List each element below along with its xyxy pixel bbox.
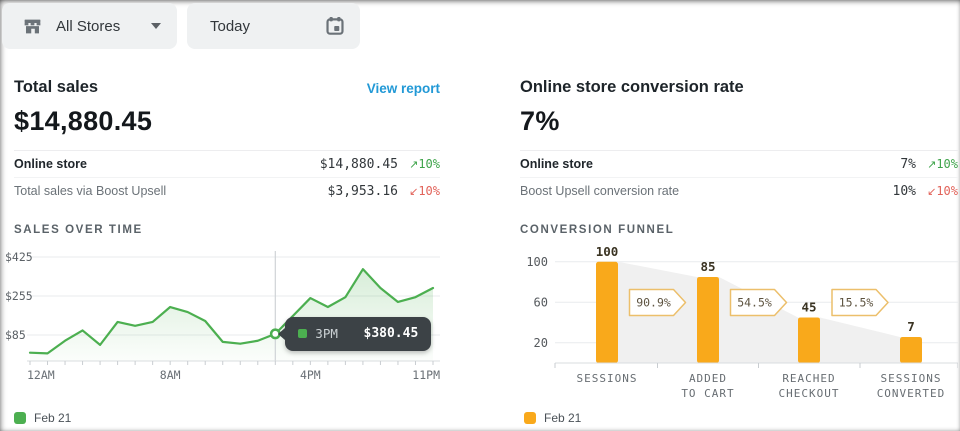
- view-report-link[interactable]: View report: [366, 81, 440, 96]
- conversion-rate-value: 7%: [520, 106, 560, 136]
- card-title: Online store conversion rate: [520, 78, 744, 96]
- metric-row: Total sales via Boost Upsell $3,953.16 ↙10…: [14, 177, 440, 204]
- legend-label: Feb 21: [34, 411, 72, 425]
- x-axis-label: SESSIONS: [577, 372, 638, 385]
- metric-row: Online store 7% ↗10%: [520, 150, 958, 177]
- metric-delta-down: ↙10%: [927, 184, 958, 198]
- metric-delta-down: ↙10%: [409, 184, 440, 198]
- chevron-down-icon: [151, 23, 161, 29]
- funnel-legend: Feb 21: [524, 411, 581, 425]
- x-axis-label: 11PM: [412, 368, 440, 382]
- stage-rate-badge: [628, 288, 687, 317]
- x-axis-label: SESSIONS: [881, 372, 942, 385]
- metric-delta-up: ↗10%: [409, 157, 440, 171]
- conversion-funnel-heading: CONVERSION FUNNEL: [520, 224, 675, 236]
- stage-rate-value: 15.5%: [839, 296, 874, 310]
- date-selector[interactable]: Today: [187, 3, 360, 49]
- x-axis-label: 12AM: [27, 368, 55, 382]
- x-axis-label: REACHED: [782, 372, 835, 385]
- sales-metric-rows: Online store $14,880.45 ↗10% Total sales vi…: [14, 150, 440, 204]
- store-icon: [22, 16, 43, 37]
- bar-value-label: 7: [907, 319, 915, 334]
- x-axis-label: ADDED: [689, 372, 727, 385]
- tooltip-series-swatch: [298, 329, 308, 339]
- sales-line: [28, 268, 435, 355]
- arrow-up-icon: ↗: [409, 158, 419, 171]
- funnel-bar: [697, 276, 719, 363]
- sales-over-time-heading: SALES OVER TIME: [14, 224, 143, 236]
- tooltip-time: 3PM: [315, 326, 338, 342]
- sales-legend: Feb 21: [14, 411, 71, 425]
- stage-rate-value: 90.9%: [636, 296, 671, 310]
- store-selector-label: All Stores: [56, 17, 121, 35]
- conversion-funnel-chart[interactable]: 20 60 100 100 85 45 7 90.9% 54.5% 15.5% SESSIONS AD…: [520, 245, 958, 407]
- y-axis-label: 100: [526, 255, 548, 269]
- y-axis-label: 20: [534, 336, 548, 350]
- funnel-bar: [596, 261, 618, 363]
- metric-value: $3,953.16: [327, 183, 398, 199]
- metric-label: Online store: [14, 157, 87, 171]
- metric-label: Online store: [520, 157, 593, 171]
- store-selector[interactable]: All Stores: [2, 3, 177, 49]
- y-axis-label: $255: [5, 289, 33, 303]
- date-selector-label: Today: [210, 17, 251, 35]
- metric-value: 10%: [892, 183, 916, 199]
- metric-label: Total sales via Boost Upsell: [14, 184, 167, 198]
- y-axis-label: $425: [5, 250, 33, 264]
- tooltip-value: $380.45: [363, 326, 419, 342]
- card-title: Total sales: [14, 78, 99, 96]
- x-axis-label: 8AM: [160, 368, 181, 382]
- x-axis-label: CONVERTED: [877, 387, 946, 400]
- arrow-up-icon: ↗: [927, 158, 937, 171]
- arrow-down-icon: ↙: [927, 185, 937, 198]
- total-sales-value: $14,880.45: [14, 106, 153, 136]
- conversion-metric-rows: Online store 7% ↗10% Boost Upsell conversio…: [520, 150, 958, 204]
- metric-row: Boost Upsell conversion rate 10% ↙10%: [520, 177, 958, 204]
- arrow-down-icon: ↙: [409, 185, 419, 198]
- metric-value: 7%: [900, 156, 916, 172]
- x-axis-label: CHECKOUT: [779, 387, 840, 400]
- legend-label: Feb 21: [544, 411, 582, 425]
- x-axis-label: 4PM: [300, 368, 321, 382]
- sales-over-time-chart[interactable]: $85 $255 $425 12AM 8AM 4PM 11PM 3PM $380.45: [5, 245, 455, 407]
- y-axis-label: $85: [5, 328, 26, 342]
- metric-value: $14,880.45: [319, 156, 398, 172]
- y-axis-label: 60: [534, 295, 548, 309]
- metric-label: Boost Upsell conversion rate: [520, 184, 680, 198]
- stage-rate-badge: [831, 288, 889, 317]
- metric-row: Online store $14,880.45 ↗10%: [14, 150, 440, 177]
- legend-swatch-orange: [524, 412, 536, 424]
- x-axis-label: TO CART: [681, 387, 734, 400]
- calendar-icon: [324, 15, 346, 37]
- metric-delta-up: ↗10%: [927, 157, 958, 171]
- stage-rate-badge: [729, 288, 788, 317]
- funnel-bar: [900, 337, 922, 363]
- funnel-bar: [798, 317, 820, 363]
- bar-value-label: 100: [596, 245, 619, 259]
- bar-value-label: 45: [801, 299, 816, 314]
- legend-swatch-green: [14, 412, 26, 424]
- bar-value-label: 85: [700, 259, 715, 274]
- stage-rate-value: 54.5%: [737, 296, 772, 310]
- chart-tooltip: 3PM $380.45: [278, 316, 432, 351]
